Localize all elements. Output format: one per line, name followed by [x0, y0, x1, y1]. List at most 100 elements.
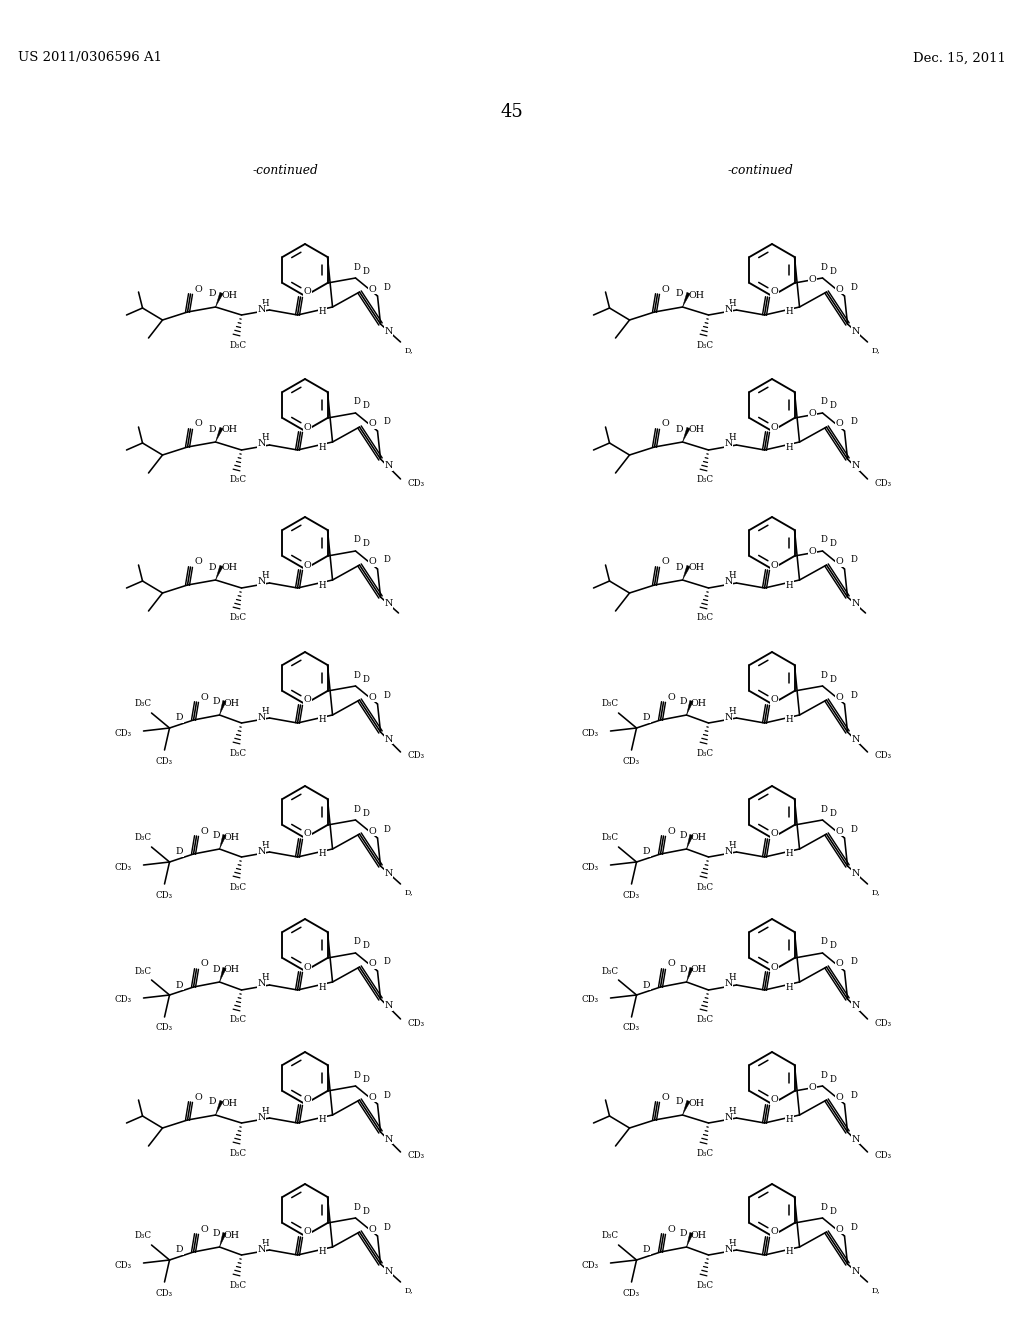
Text: CD₃: CD₃: [623, 891, 640, 899]
Text: D: D: [176, 1246, 183, 1254]
Text: D,: D,: [871, 346, 880, 354]
Text: O: O: [304, 422, 311, 432]
Text: N: N: [384, 1266, 393, 1275]
Text: H: H: [785, 581, 794, 590]
Text: D: D: [209, 289, 216, 298]
Text: D: D: [362, 1074, 369, 1084]
Text: O: O: [662, 420, 670, 429]
Text: D: D: [850, 825, 857, 833]
Text: H: H: [785, 1247, 794, 1257]
Text: N: N: [257, 1113, 265, 1122]
Text: O: O: [369, 420, 377, 429]
Text: O: O: [201, 1225, 209, 1233]
Text: O: O: [809, 275, 816, 284]
Text: N: N: [257, 846, 265, 855]
Text: N: N: [384, 326, 393, 335]
Text: D: D: [353, 804, 360, 813]
Text: CD₃: CD₃: [874, 751, 892, 760]
Text: Dec. 15, 2011: Dec. 15, 2011: [913, 51, 1006, 65]
Text: D: D: [676, 289, 683, 298]
Text: H: H: [262, 1238, 269, 1247]
Text: O: O: [369, 285, 377, 293]
Text: D: D: [383, 1222, 390, 1232]
Text: CD₃: CD₃: [115, 862, 132, 871]
Text: D₃C: D₃C: [697, 1148, 714, 1158]
Text: N: N: [384, 462, 393, 470]
Text: -continued: -continued: [252, 164, 317, 177]
Text: OH: OH: [223, 833, 240, 842]
Text: D: D: [820, 804, 827, 813]
Text: CD₃: CD₃: [156, 756, 173, 766]
Text: H: H: [729, 1106, 736, 1115]
Text: H: H: [262, 298, 269, 308]
Polygon shape: [219, 1233, 226, 1247]
Text: N: N: [257, 979, 265, 989]
Text: D: D: [829, 540, 836, 549]
Text: D: D: [850, 556, 857, 565]
Text: D: D: [680, 697, 687, 706]
Text: O: O: [662, 557, 670, 566]
Text: D: D: [176, 981, 183, 990]
Text: O: O: [668, 1225, 676, 1233]
Polygon shape: [686, 701, 693, 715]
Text: D: D: [353, 1071, 360, 1080]
Text: OH: OH: [221, 290, 238, 300]
Text: OH: OH: [688, 290, 705, 300]
Text: O: O: [304, 696, 311, 705]
Text: N: N: [724, 1245, 733, 1254]
Text: N: N: [724, 846, 733, 855]
Text: D: D: [362, 401, 369, 411]
Text: O: O: [771, 1228, 778, 1237]
Text: H: H: [262, 572, 269, 581]
Text: O: O: [836, 1225, 844, 1233]
Text: D: D: [362, 941, 369, 950]
Text: N: N: [384, 869, 393, 878]
Text: O: O: [369, 1093, 377, 1101]
Text: D: D: [680, 1229, 687, 1238]
Text: D₃C: D₃C: [602, 966, 620, 975]
Text: O: O: [369, 1225, 377, 1233]
Text: N: N: [851, 1002, 860, 1011]
Text: N: N: [724, 578, 733, 586]
Text: H: H: [785, 715, 794, 725]
Text: D: D: [643, 1246, 650, 1254]
Text: CD₃: CD₃: [115, 729, 132, 738]
Text: N: N: [384, 1134, 393, 1143]
Text: CD₃: CD₃: [408, 1151, 425, 1160]
Text: CD₃: CD₃: [623, 756, 640, 766]
Text: O: O: [304, 1228, 311, 1237]
Text: CD₃: CD₃: [623, 1288, 640, 1298]
Text: D: D: [643, 981, 650, 990]
Text: N: N: [384, 599, 393, 609]
Text: H: H: [729, 1238, 736, 1247]
Text: H: H: [785, 308, 794, 317]
Text: D: D: [383, 282, 390, 292]
Text: CD₃: CD₃: [582, 1261, 599, 1270]
Text: D₃C: D₃C: [230, 1015, 247, 1024]
Text: CD₃: CD₃: [156, 1023, 173, 1032]
Text: D₃C: D₃C: [602, 1232, 620, 1241]
Text: OH: OH: [221, 564, 238, 573]
Text: O: O: [201, 826, 209, 836]
Text: OH: OH: [221, 425, 238, 434]
Text: D: D: [213, 832, 220, 841]
Text: OH: OH: [690, 965, 707, 974]
Text: D: D: [829, 808, 836, 817]
Text: D: D: [213, 965, 220, 974]
Text: D: D: [362, 808, 369, 817]
Text: H: H: [318, 1247, 327, 1257]
Polygon shape: [686, 968, 693, 982]
Text: N: N: [257, 305, 265, 314]
Text: N: N: [851, 734, 860, 743]
Text: H: H: [318, 581, 327, 590]
Text: O: O: [201, 960, 209, 969]
Text: D: D: [820, 671, 827, 680]
Text: D: D: [383, 957, 390, 966]
Text: N: N: [851, 1266, 860, 1275]
Text: D₃C: D₃C: [697, 341, 714, 350]
Text: D₃C: D₃C: [697, 748, 714, 758]
Text: D₃C: D₃C: [135, 966, 153, 975]
Text: D: D: [850, 1222, 857, 1232]
Text: D: D: [676, 1097, 683, 1106]
Text: O: O: [836, 960, 844, 969]
